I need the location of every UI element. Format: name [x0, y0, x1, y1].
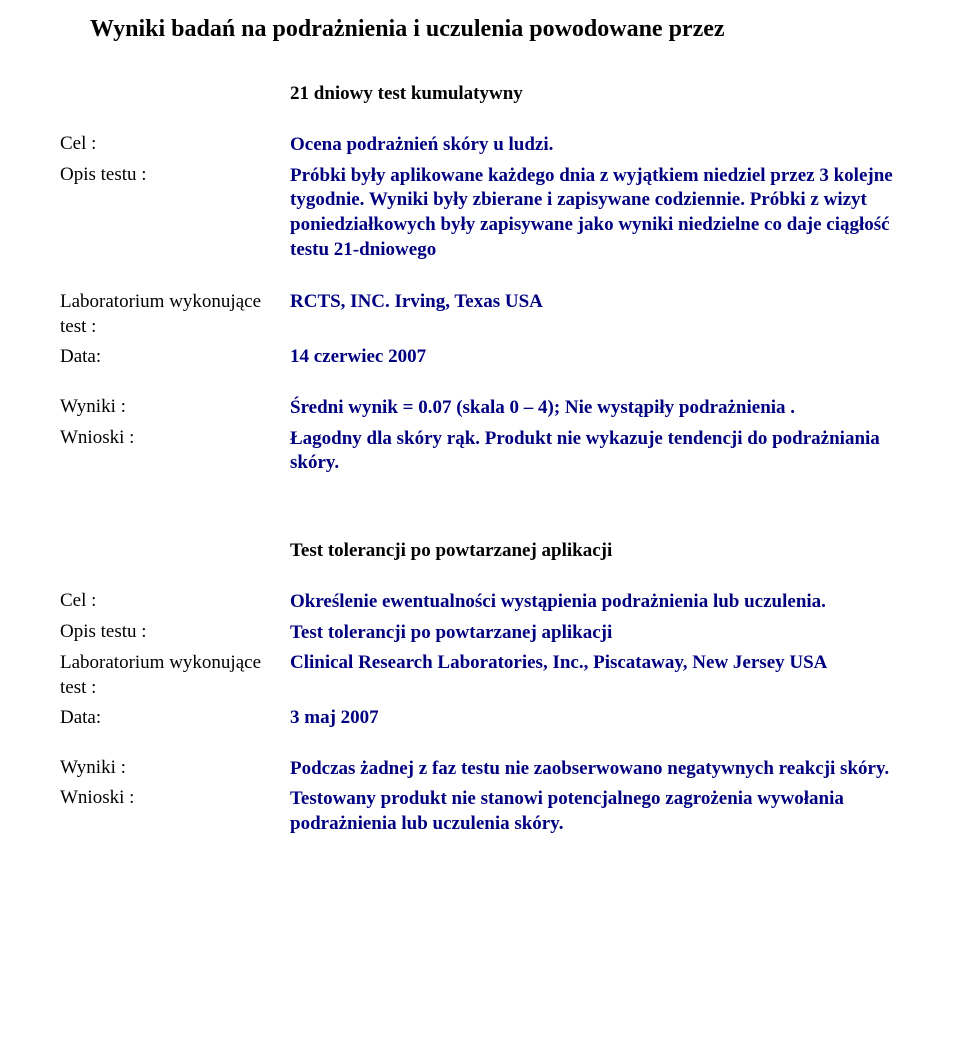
wyniki-value: Średni wynik = 0.07 (skala 0 – 4); Nie w… [290, 396, 900, 421]
cel-value: Ocena podrażnień skóry u ludzi. [290, 133, 900, 158]
section-2-subtitle: Test tolerancji po powtarzanej aplikacji [290, 540, 900, 562]
lab-label-2: Laboratorium wykonujące test : [60, 651, 290, 700]
lab-value: RCTS, INC. Irving, Texas USA [290, 290, 900, 339]
opis-value-2: Test tolerancji po powtarzanej aplikacji [290, 621, 900, 646]
data-value-2: 3 maj 2007 [290, 707, 900, 729]
opis-label: Opis testu : [60, 164, 290, 263]
wnioski-label: Wnioski : [60, 427, 290, 476]
lab-label: Laboratorium wykonujące test : [60, 290, 290, 339]
cel-label: Cel : [60, 133, 290, 158]
section-1: 21 dniowy test kumulatywny Cel : Ocena p… [60, 83, 900, 476]
wnioski-value: Łagodny dla skóry rąk. Produkt nie wykaz… [290, 427, 900, 476]
wnioski-value-2: Testowany produkt nie stanowi potencjaln… [290, 787, 900, 836]
lab-value-2: Clinical Research Laboratories, Inc., Pi… [290, 651, 900, 700]
cel-value-2: Określenie ewentualności wystąpienia pod… [290, 590, 900, 615]
wnioski-label-2: Wnioski : [60, 787, 290, 836]
wyniki-label: Wyniki : [60, 396, 290, 421]
opis-value: Próbki były aplikowane każdego dnia z wy… [290, 164, 900, 263]
data-label-2: Data: [60, 707, 290, 729]
data-label: Data: [60, 346, 290, 368]
wyniki-label-2: Wyniki : [60, 757, 290, 782]
opis-label-2: Opis testu : [60, 621, 290, 646]
cel-label-2: Cel : [60, 590, 290, 615]
section-1-subtitle: 21 dniowy test kumulatywny [290, 83, 900, 105]
page-title: Wyniki badań na podrażnienia i uczulenia… [90, 16, 900, 43]
wyniki-value-2: Podczas żadnej z faz testu nie zaobserwo… [290, 757, 900, 782]
section-2: Test tolerancji po powtarzanej aplikacji… [60, 540, 900, 837]
data-value: 14 czerwiec 2007 [290, 346, 900, 368]
